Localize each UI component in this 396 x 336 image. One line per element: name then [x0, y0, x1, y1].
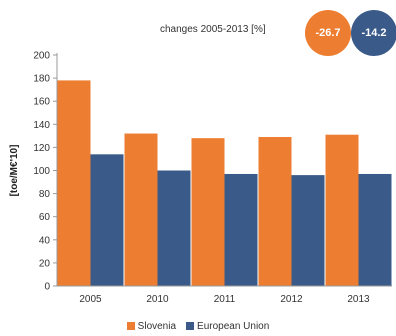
y-tick-label: 60	[39, 212, 51, 223]
legend-label-european-union: European Union	[197, 320, 270, 332]
x-tick-label: 2005	[79, 294, 102, 305]
y-tick-label: 180	[33, 74, 50, 85]
x-tick-label: 2011	[214, 294, 236, 305]
chart-legend: Slovenia European Union	[0, 318, 396, 334]
y-tick-label: 140	[33, 120, 50, 131]
y-tick-label: 80	[39, 189, 51, 200]
bar-slovenia-2005	[57, 80, 91, 286]
legend-label-slovenia: Slovenia	[137, 320, 177, 332]
legend-swatch-european-union	[186, 322, 195, 330]
bar-slovenia-2010	[124, 133, 158, 286]
x-tick-label: 2010	[146, 294, 169, 305]
bar-european-union-2013	[358, 173, 392, 286]
y-tick-label: 40	[39, 235, 51, 246]
x-tick-label: 2013	[347, 294, 370, 305]
bar-european-union-2011	[224, 173, 258, 286]
bar-european-union-2005	[90, 154, 124, 286]
legend-item-slovenia: Slovenia	[126, 320, 177, 332]
bar-slovenia-2011	[191, 138, 225, 286]
legend-swatch-slovenia	[126, 322, 135, 330]
y-tick-label: 20	[39, 258, 51, 269]
y-axis-title: [toe/M€'10]	[9, 145, 20, 197]
y-tick-label: 120	[33, 143, 50, 154]
y-tick-label: 200	[33, 51, 50, 62]
y-tick-label: 100	[33, 166, 50, 177]
slovenia-change-bubble: -26.7	[305, 10, 351, 56]
y-tick-label: 160	[33, 97, 50, 108]
legend-item-european-union: European Union	[186, 321, 269, 332]
bar-slovenia-2012	[258, 137, 292, 286]
changes-title: changes 2005-2013 [%]	[160, 24, 266, 35]
eu-change-bubble: -14.2	[351, 10, 396, 56]
bar-slovenia-2013	[325, 134, 359, 286]
x-tick-label: 2012	[280, 294, 303, 305]
bar-european-union-2010	[157, 170, 191, 286]
y-tick-label: 0	[44, 282, 50, 293]
bar-european-union-2012	[291, 175, 325, 286]
